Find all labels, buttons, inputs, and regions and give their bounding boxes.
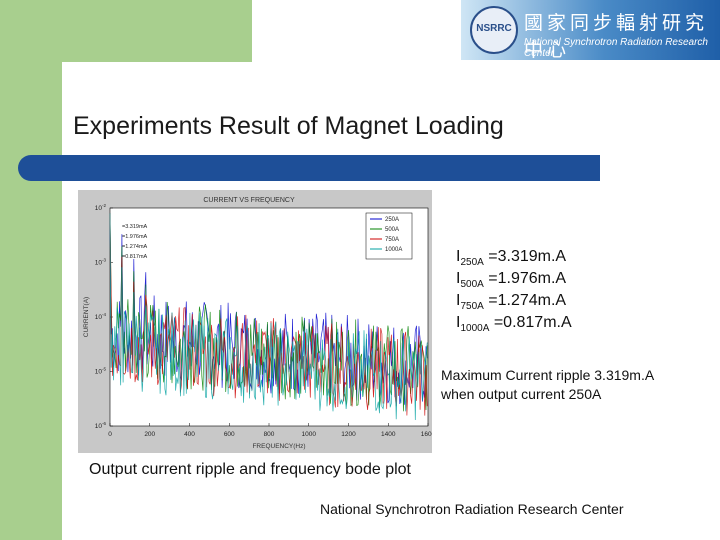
- peak-annotation: =0.817mA: [122, 254, 148, 260]
- series-line-1000a: [109, 213, 428, 421]
- y-axis-label: CURRENT(A): [83, 297, 90, 337]
- x-tick-label: 200: [144, 431, 155, 438]
- title-underline-bar: [18, 155, 600, 181]
- nsrrc-seal-icon: NSRRC: [470, 6, 518, 54]
- x-tick-label: 400: [184, 431, 195, 438]
- peak-annotation: =3.319mA: [122, 224, 148, 230]
- plot-caption: Output current ripple and frequency bode…: [89, 461, 411, 478]
- ripple-symbol: I: [456, 292, 461, 309]
- bode-plot-svg: CURRENT VS FREQUENCY FREQUENCY(Hz) CURRENT…: [83, 197, 432, 450]
- ripple-subscript: 750A: [460, 301, 484, 313]
- ripple-symbol: I: [456, 314, 461, 331]
- y-tick-label: 10-3: [95, 258, 107, 267]
- top-green-band: [62, 0, 252, 62]
- chart-title: CURRENT VS FREQUENCY: [203, 197, 295, 204]
- ripple-value-500a: I500A =1.976m.A: [456, 270, 566, 290]
- ripple-amount: =1.976m.A: [483, 270, 567, 287]
- max-ripple-text: Maximum Current ripple 3.319m.A when out…: [441, 366, 654, 404]
- ripple-symbol: I: [456, 248, 461, 265]
- legend-box: [365, 212, 413, 260]
- max-ripple-line-1: Maximum Current ripple 3.319m.A: [441, 367, 655, 383]
- logo-english-name: National Synchrotron Radiation Research …: [524, 37, 708, 59]
- ripple-subscript: 1000A: [460, 323, 490, 335]
- y-tick-label: 10-4: [95, 312, 107, 321]
- x-axis-label: FREQUENCY(Hz): [252, 443, 305, 450]
- ripple-symbol: I: [456, 270, 461, 287]
- ripple-subscript: 250A: [460, 257, 484, 269]
- ripple-value-1000a: I1000A =0.817m.A: [456, 314, 572, 334]
- peak-annotation: =1.976mA: [122, 234, 148, 240]
- seal-text: NSRRC: [476, 23, 512, 34]
- legend-entry: 250A: [385, 217, 399, 223]
- x-tick-label: 600: [224, 431, 235, 438]
- y-tick-label: 10-5: [95, 367, 107, 376]
- bode-plot: CURRENT VS FREQUENCY FREQUENCY(Hz) CURRENT…: [78, 190, 432, 453]
- max-ripple-line-2: when output current 250A: [441, 386, 602, 402]
- x-tick-label: 800: [264, 431, 275, 438]
- ripple-value-250a: I250A =3.319m.A: [456, 248, 566, 268]
- footer-text: National Synchrotron Radiation Research …: [320, 501, 624, 517]
- x-tick-label: 1400: [381, 431, 396, 438]
- ripple-amount: =1.274m.A: [483, 292, 567, 309]
- x-tick-label: 0: [108, 431, 112, 438]
- y-tick-label: 10-2: [95, 203, 107, 212]
- peak-annotation: =1.274mA: [122, 244, 148, 250]
- ripple-subscript: 500A: [460, 279, 484, 291]
- logo-chinese-name: 國家同步輻射研究中心: [524, 12, 709, 61]
- slide-title: Experiments Result of Magnet Loading: [73, 112, 504, 140]
- x-tick-label: 1000: [302, 431, 317, 438]
- ripple-value-750a: I750A =1.274m.A: [456, 292, 566, 312]
- x-tick-label: 1200: [341, 431, 356, 438]
- legend-entry: 750A: [385, 237, 399, 243]
- left-green-band: [0, 0, 62, 540]
- ripple-amount: =3.319m.A: [483, 248, 567, 265]
- y-tick-label: 10-6: [95, 421, 107, 430]
- x-tick-label: 1600: [421, 431, 432, 438]
- legend-entry: 500A: [385, 227, 399, 233]
- ripple-amount: =0.817m.A: [489, 314, 572, 331]
- legend-entry: 1000A: [385, 247, 402, 253]
